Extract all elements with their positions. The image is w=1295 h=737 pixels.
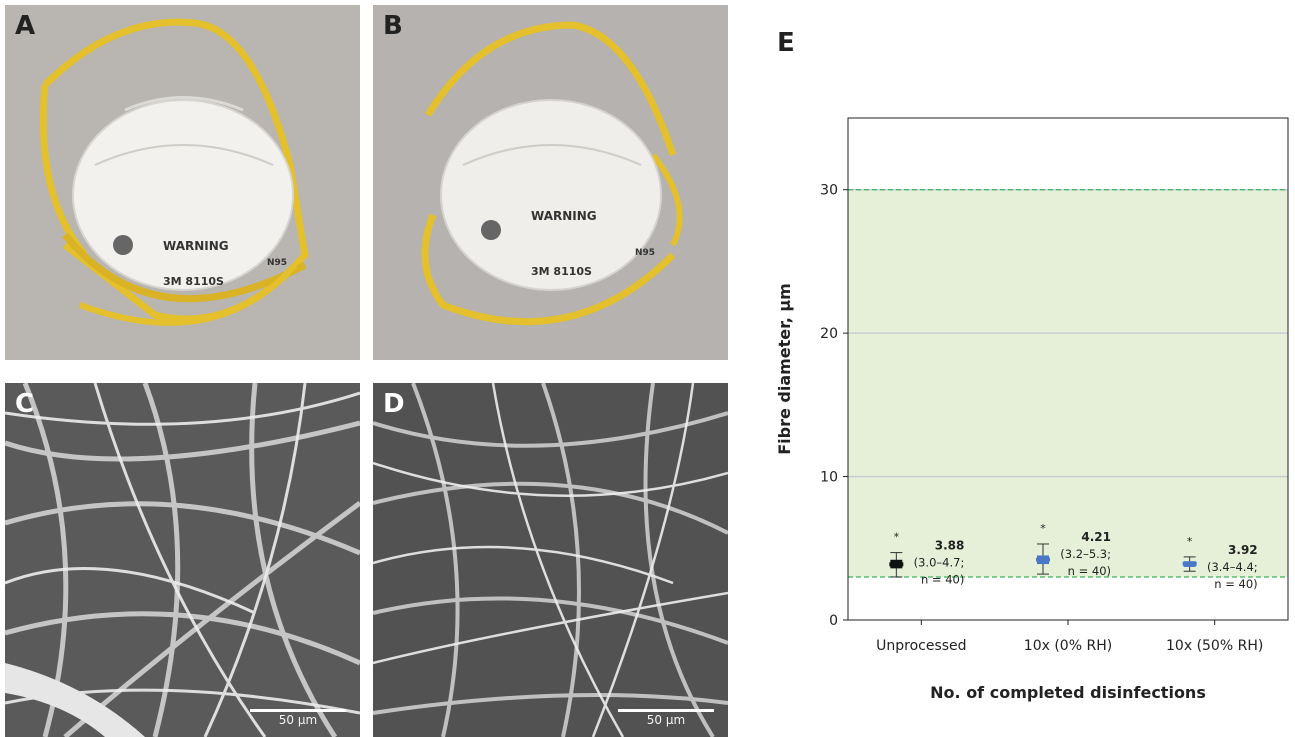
y-tick-label: 0 bbox=[829, 613, 838, 629]
data-point-group: * 4.21 (3.2–5.3; n = 40) bbox=[1036, 522, 1111, 578]
panel-a-mask-photo: WARNING 3M 8110S N95 A bbox=[5, 5, 360, 360]
panel-c-sem-image: C 50 µm bbox=[5, 383, 360, 737]
fibre-diameter-chart: 0 10 20 30 Unprocessed 10x (0% RH) 10x (50% R… bbox=[775, 117, 1289, 702]
mask-photo-icon: WARNING 3M 8110S N95 bbox=[373, 5, 728, 360]
mask-model-text: 3M 8110S bbox=[163, 275, 224, 288]
sem-fibre-icon bbox=[373, 383, 728, 737]
y-tick-label: 30 bbox=[820, 183, 838, 199]
sem-fibre-icon bbox=[5, 383, 360, 737]
significance-marker: * bbox=[1040, 522, 1046, 535]
median-label: 3.92 bbox=[1228, 543, 1258, 557]
n-label: n = 40) bbox=[921, 573, 964, 587]
scale-bar-label: 50 µm bbox=[646, 713, 686, 727]
median-label: 3.88 bbox=[935, 539, 965, 553]
significance-marker: * bbox=[1187, 535, 1193, 548]
panel-e-letter: E bbox=[777, 28, 795, 58]
mask-rating-text: N95 bbox=[635, 248, 655, 258]
mask-warning-text: WARNING bbox=[163, 239, 229, 253]
y-tick-label: 10 bbox=[820, 470, 838, 486]
n-label: n = 40) bbox=[1068, 564, 1111, 578]
scale-bar-line bbox=[250, 709, 346, 712]
panel-a-letter: A bbox=[15, 11, 36, 41]
range-label: (3.0–4.7; bbox=[914, 556, 965, 570]
mask-rating-text: N95 bbox=[267, 258, 287, 268]
panel-b-letter: B bbox=[383, 11, 403, 41]
data-point-group: * 3.92 (3.4–4.4; n = 40) bbox=[1182, 535, 1258, 591]
x-tick-label: 10x (50% RH) bbox=[1166, 638, 1263, 654]
panel-d-letter: D bbox=[383, 389, 405, 419]
scale-bar: 50 µm bbox=[618, 709, 714, 727]
mask-model-text: 3M 8110S bbox=[531, 265, 592, 278]
panel-d-sem-image: D 50 µm bbox=[373, 383, 728, 737]
significance-marker: * bbox=[894, 531, 900, 544]
x-tick-label: Unprocessed bbox=[876, 638, 966, 654]
range-label: (3.2–5.3; bbox=[1060, 547, 1111, 561]
panel-c-letter: C bbox=[15, 389, 35, 419]
scale-bar-label: 50 µm bbox=[278, 713, 318, 727]
scale-bar-line bbox=[618, 709, 714, 712]
data-point-group: * 3.88 (3.0–4.7; n = 40) bbox=[889, 531, 964, 587]
reference-band bbox=[848, 189, 1288, 577]
scale-bar: 50 µm bbox=[250, 709, 346, 727]
y-axis-title: Fibre diameter, µm bbox=[775, 283, 794, 455]
x-tick-label: 10x (0% RH) bbox=[1024, 638, 1112, 654]
median-label: 4.21 bbox=[1081, 530, 1111, 544]
panel-b-mask-photo: WARNING 3M 8110S N95 B bbox=[373, 5, 728, 360]
y-tick-label: 20 bbox=[820, 326, 838, 342]
mask-photo-icon: WARNING 3M 8110S N95 bbox=[5, 5, 360, 360]
x-axis-title: No. of completed disinfections bbox=[930, 683, 1206, 702]
mask-warning-text: WARNING bbox=[531, 209, 597, 223]
n-label: n = 40) bbox=[1214, 577, 1257, 591]
range-label: (3.4–4.4; bbox=[1207, 560, 1258, 574]
